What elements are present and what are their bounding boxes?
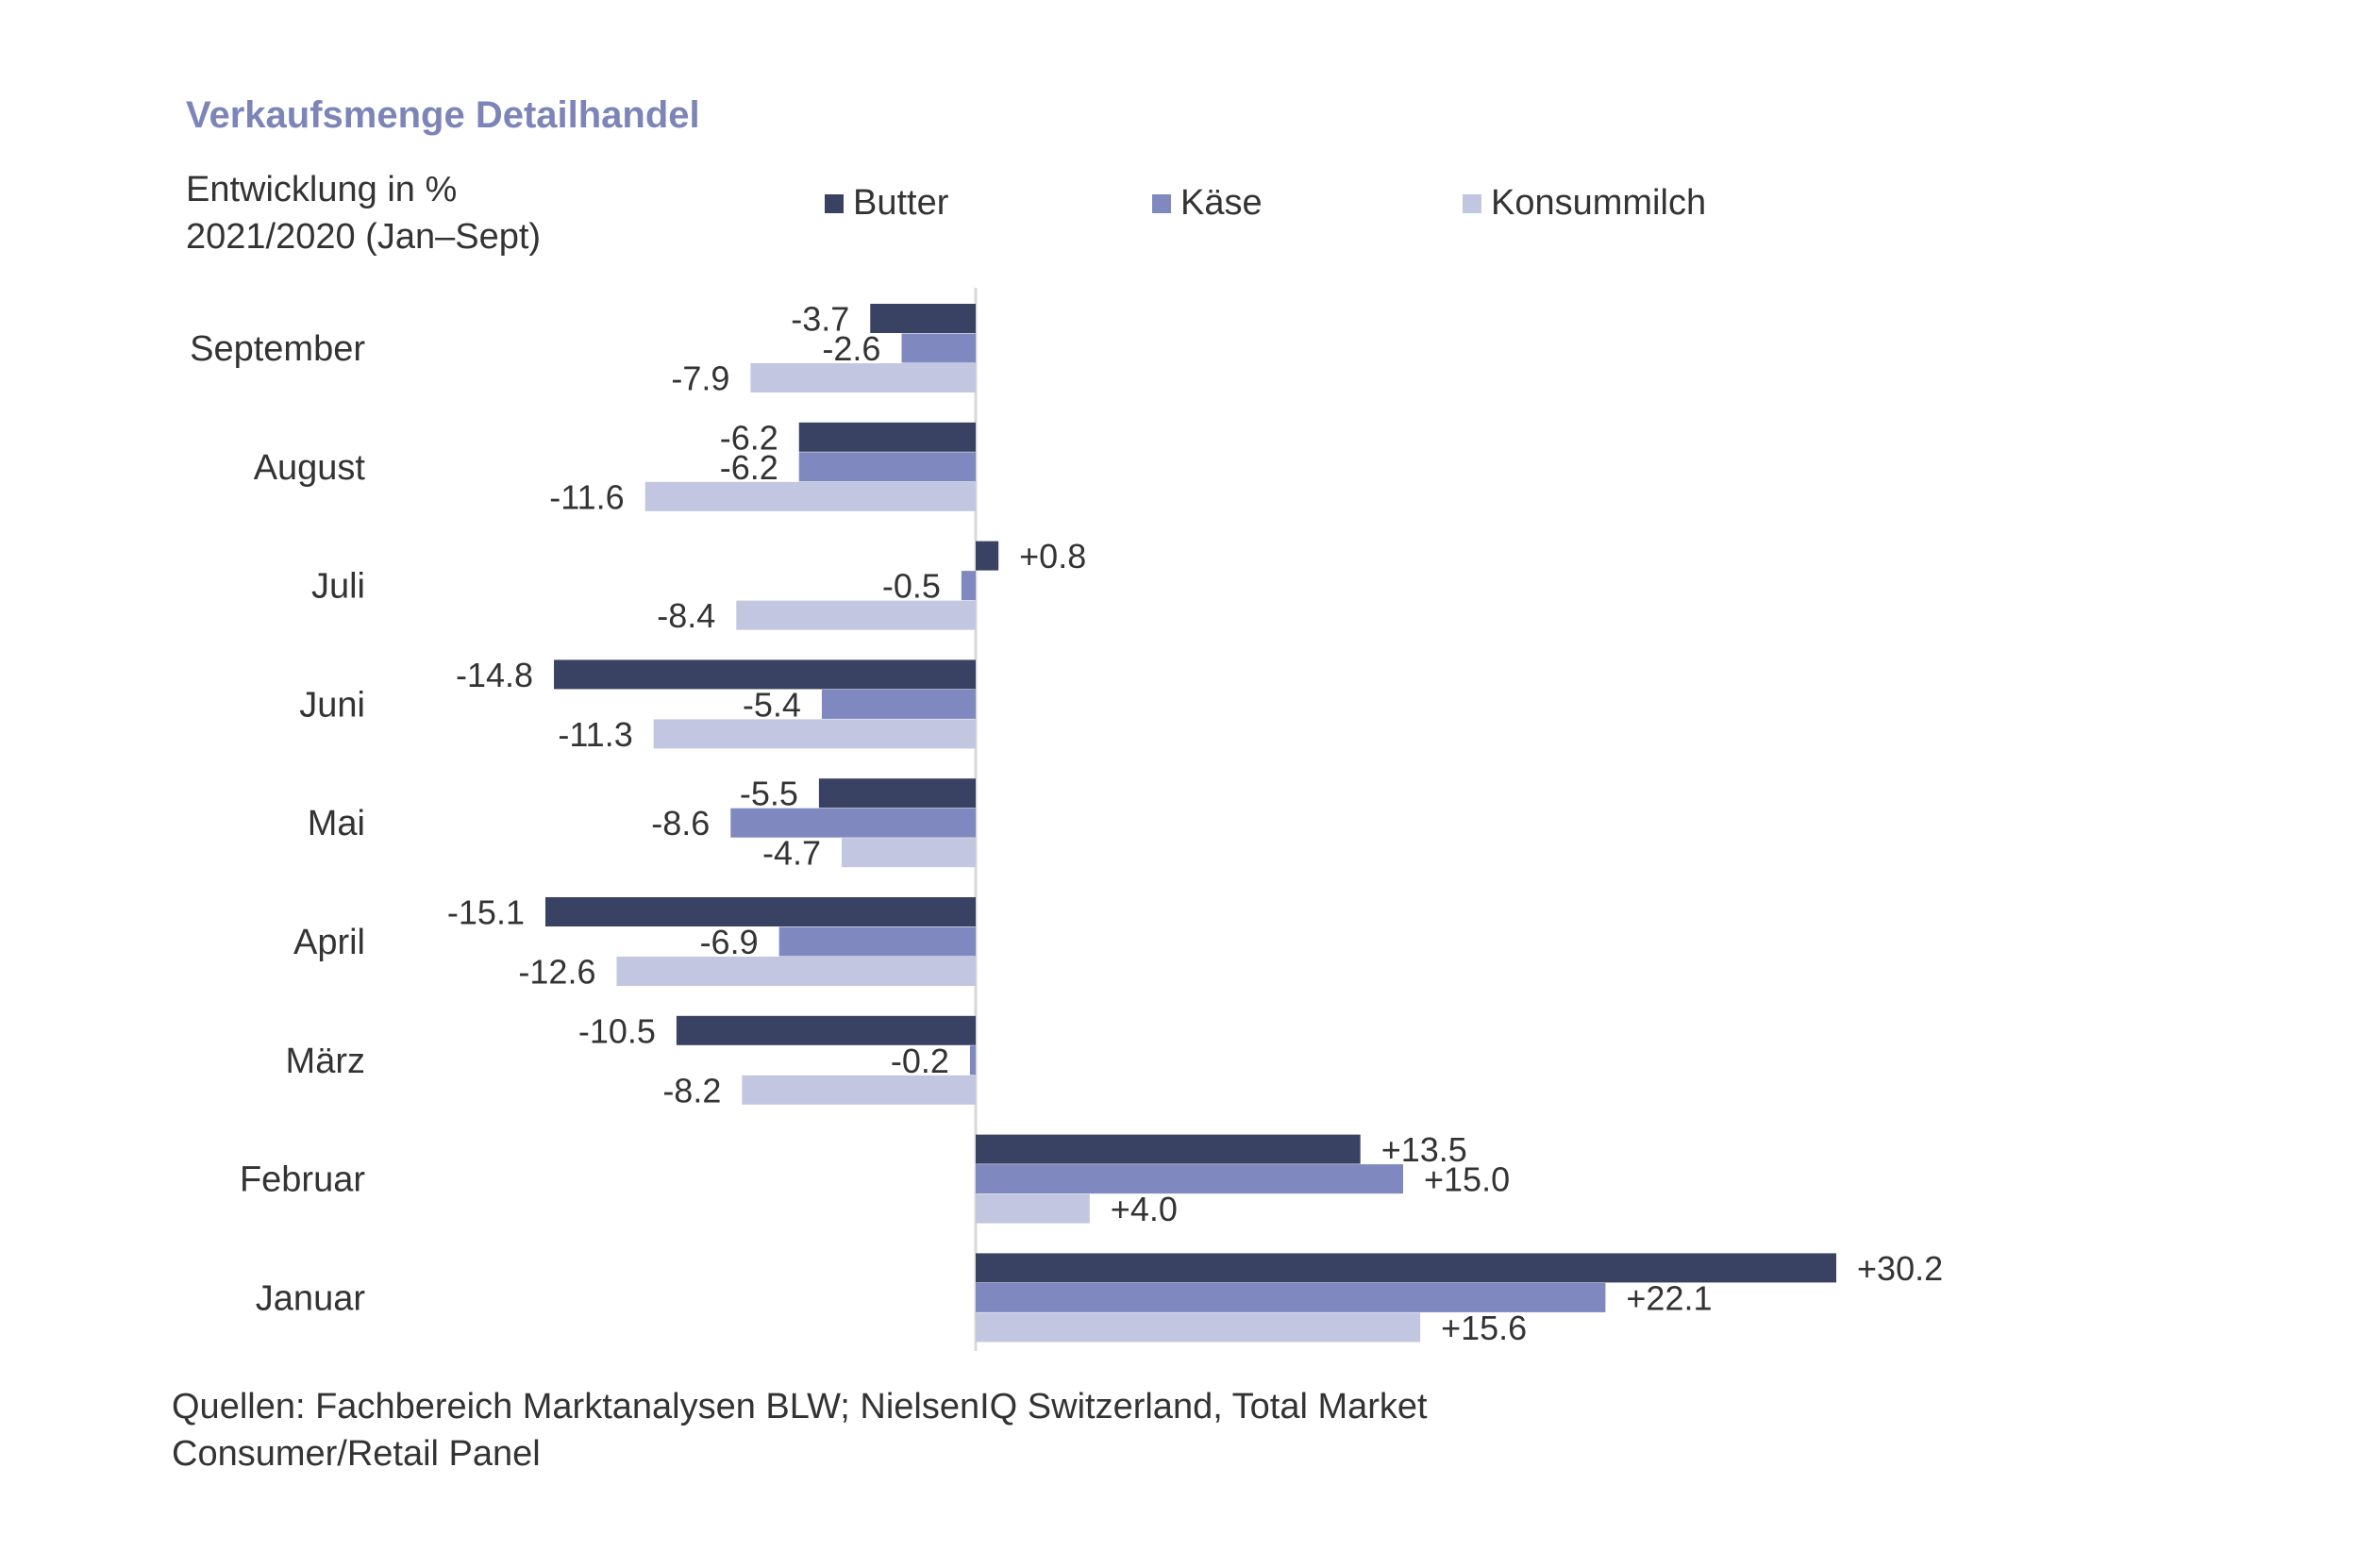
- bar-konsummilch-februar: [976, 1193, 1090, 1224]
- value-label-kaese-september: -2.6: [822, 329, 880, 368]
- value-label-butter-juni: -14.8: [456, 656, 533, 694]
- value-label-konsummilch-mai: -4.7: [762, 834, 821, 873]
- bar-butter-juni: [554, 659, 976, 690]
- bar-konsummilch-mai: [842, 838, 976, 868]
- value-label-konsummilch-januar: +15.6: [1441, 1309, 1527, 1347]
- value-label-butter-januar: +30.2: [1857, 1249, 1943, 1288]
- value-label-kaese-august: -6.2: [720, 448, 778, 487]
- bar-konsummilch-januar: [976, 1312, 1421, 1343]
- bar-kaese-september: [901, 333, 976, 363]
- value-label-butter-februar: +13.5: [1381, 1130, 1467, 1169]
- subtitle-line-1: Entwicklung in %: [186, 170, 458, 209]
- category-label-januar: Januar: [256, 1278, 366, 1318]
- value-label-konsummilch-februar: +4.0: [1111, 1190, 1178, 1228]
- bar-butter-juli: [976, 541, 999, 571]
- bar-butter-august: [798, 422, 976, 452]
- bar-butter-januar: [976, 1253, 1837, 1283]
- category-label-september: September: [190, 329, 365, 369]
- value-label-kaese-mai: -8.6: [651, 804, 710, 842]
- bar-butter-mai: [818, 778, 976, 809]
- value-label-kaese-februar: +15.0: [1424, 1160, 1510, 1199]
- legend-swatch-butter: [825, 193, 844, 213]
- value-label-kaese-april: -6.9: [700, 923, 759, 961]
- legend-swatch-konsummilch: [1463, 193, 1481, 213]
- legend-item-butter: Butter: [825, 183, 948, 224]
- value-label-konsummilch-august: -11.6: [549, 477, 624, 516]
- bar-kaese-august: [798, 452, 976, 482]
- bar-konsummilch-august: [644, 481, 976, 511]
- legend-label-konsummilch: Konsummilch: [1491, 183, 1707, 223]
- category-label-april: April: [293, 923, 365, 962]
- value-label-butter-september: -3.7: [791, 300, 849, 339]
- value-label-butter-juli: +0.8: [1019, 537, 1086, 575]
- bar-butter-september: [870, 304, 976, 333]
- bar-kaese-april: [778, 926, 976, 957]
- value-label-konsummilch-maerz: -8.2: [662, 1071, 721, 1109]
- bar-konsummilch-april: [616, 957, 976, 986]
- value-label-kaese-juni: -5.4: [743, 685, 801, 724]
- bar-konsummilch-juli: [736, 600, 976, 630]
- chart-subtitle: Entwicklung in % 2021/2020 (Jan–Sept): [186, 166, 541, 260]
- value-label-konsummilch-juni: -11.3: [558, 715, 632, 754]
- legend-item-kaese: Käse: [1152, 183, 1263, 224]
- category-label-august: August: [254, 448, 366, 488]
- bar-kaese-februar: [976, 1164, 1403, 1194]
- bar-butter-maerz: [676, 1015, 976, 1045]
- chart-title: Verkaufsmenge Detailhandel: [186, 94, 700, 136]
- legend-label-kaese: Käse: [1180, 183, 1263, 223]
- bar-kaese-juli: [961, 571, 976, 601]
- value-label-butter-april: -15.1: [447, 893, 525, 932]
- legend-item-konsummilch: Konsummilch: [1463, 183, 1706, 224]
- category-label-juni: Juni: [299, 685, 365, 725]
- bar-konsummilch-september: [750, 363, 976, 392]
- bar-kaese-juni: [821, 689, 976, 719]
- value-label-butter-august: -6.2: [720, 418, 778, 457]
- value-label-butter-maerz: -10.5: [578, 1011, 656, 1050]
- value-label-kaese-januar: +22.1: [1626, 1278, 1712, 1317]
- value-label-kaese-juli: -0.5: [882, 567, 941, 606]
- category-label-mai: Mai: [308, 804, 365, 843]
- category-label-februar: Februar: [240, 1160, 365, 1200]
- bar-butter-april: [544, 897, 976, 926]
- subtitle-line-2: 2021/2020 (Jan–Sept): [186, 217, 542, 257]
- value-label-konsummilch-september: -7.9: [671, 359, 729, 398]
- legend-label-butter: Butter: [853, 183, 949, 223]
- category-label-juli: Juli: [311, 567, 365, 607]
- bar-kaese-mai: [730, 808, 976, 838]
- value-label-konsummilch-april: -12.6: [518, 953, 595, 992]
- source-line-1: Quellen: Fachbereich Marktanalysen BLW; …: [172, 1387, 1428, 1426]
- bar-kaese-januar: [976, 1282, 1606, 1312]
- bar-konsummilch-maerz: [742, 1075, 976, 1105]
- bar-butter-februar: [976, 1134, 1361, 1164]
- bar-konsummilch-juni: [653, 719, 976, 749]
- legend-swatch-kaese: [1152, 193, 1171, 213]
- category-label-maerz: März: [286, 1042, 365, 1081]
- value-label-konsummilch-juli: -8.4: [657, 596, 715, 635]
- value-label-butter-mai: -5.5: [740, 775, 798, 813]
- source-note: Quellen: Fachbereich Marktanalysen BLW; …: [172, 1383, 1776, 1477]
- bar-kaese-maerz: [969, 1045, 976, 1076]
- source-line-2: Consumer/Retail Panel: [172, 1434, 541, 1474]
- value-label-kaese-maerz: -0.2: [891, 1042, 949, 1080]
